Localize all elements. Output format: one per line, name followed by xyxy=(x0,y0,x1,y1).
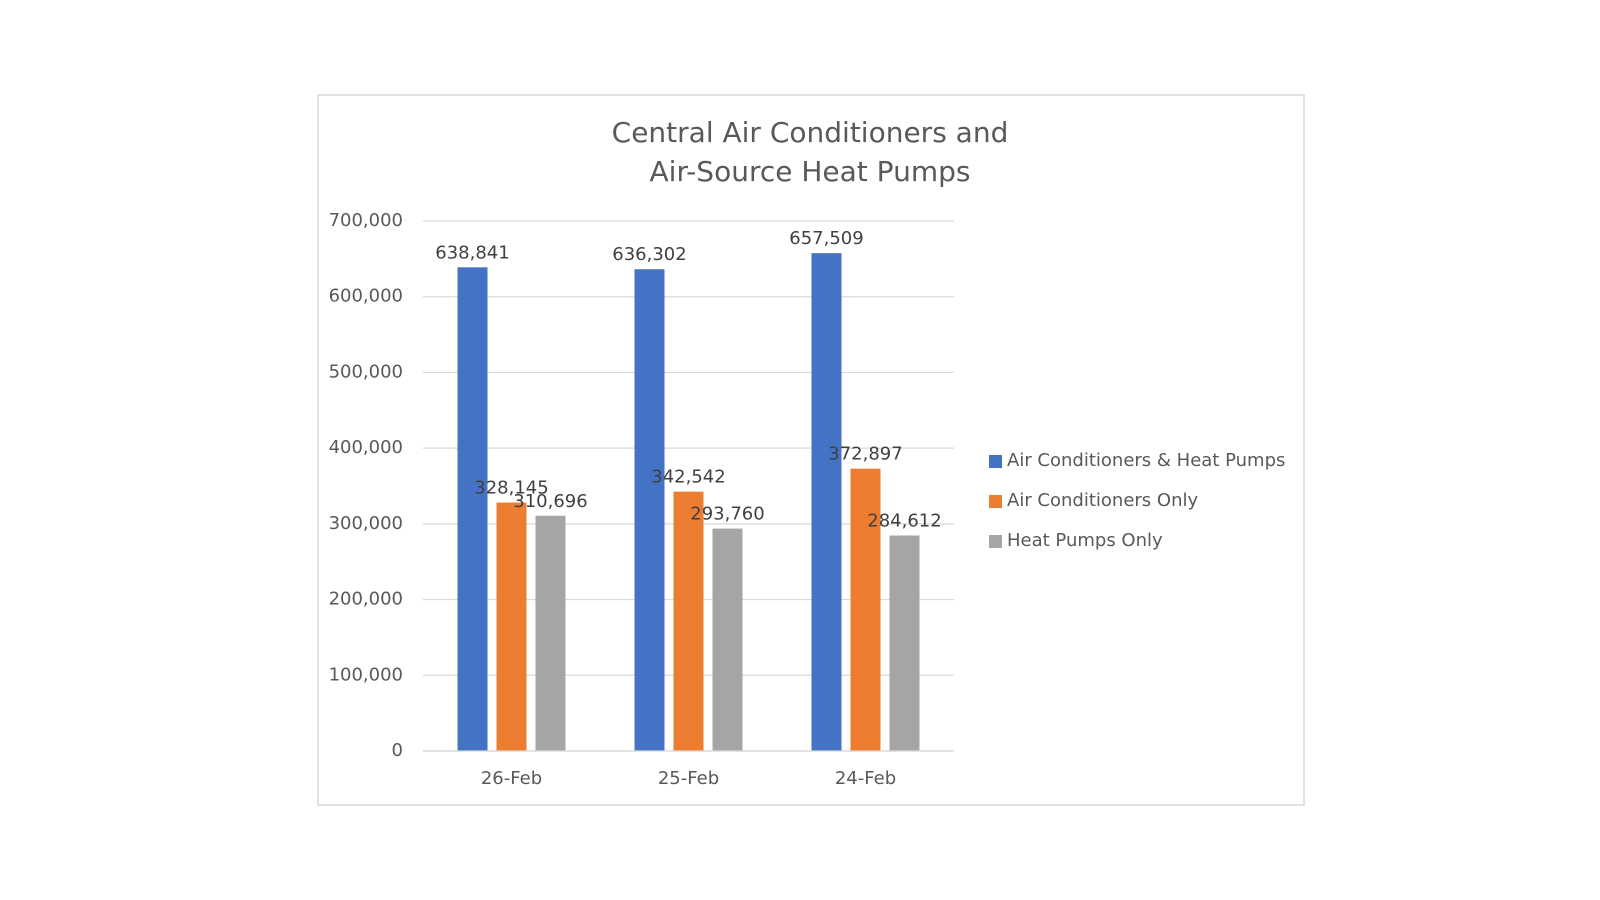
y-tick-label: 400,000 xyxy=(329,437,403,458)
data-label: 638,841 xyxy=(435,242,509,263)
data-label: 284,612 xyxy=(867,511,941,532)
y-tick-label: 200,000 xyxy=(329,589,403,610)
legend-label: Heat Pumps Only xyxy=(1007,530,1163,551)
bar xyxy=(535,515,566,751)
data-label: 342,542 xyxy=(651,467,725,488)
bar xyxy=(712,528,743,751)
data-label: 328,145 xyxy=(474,478,548,499)
bar xyxy=(496,502,527,751)
chart-title: Central Air Conditioners and xyxy=(612,116,1009,149)
data-label: 636,302 xyxy=(612,244,686,265)
bar xyxy=(811,253,842,751)
bar xyxy=(673,491,704,751)
legend-swatch xyxy=(989,495,1002,508)
chart-title: Air-Source Heat Pumps xyxy=(650,155,971,188)
y-tick-label: 500,000 xyxy=(329,361,403,382)
y-tick-label: 0 xyxy=(392,740,403,761)
data-label: 372,897 xyxy=(828,444,902,465)
data-label: 310,696 xyxy=(513,491,587,512)
bar xyxy=(889,535,920,751)
bar xyxy=(634,269,665,751)
x-tick-label: 26-Feb xyxy=(481,768,542,789)
y-tick-label: 100,000 xyxy=(329,664,403,685)
y-tick-label: 700,000 xyxy=(329,210,403,231)
legend-swatch xyxy=(989,455,1002,468)
legend-label: Air Conditioners Only xyxy=(1007,490,1198,511)
legend-swatch xyxy=(989,535,1002,548)
data-label: 657,509 xyxy=(789,228,863,249)
legend-label: Air Conditioners & Heat Pumps xyxy=(1007,450,1285,471)
bar xyxy=(850,468,881,751)
data-label: 293,760 xyxy=(690,504,764,525)
x-tick-label: 25-Feb xyxy=(658,768,719,789)
x-tick-label: 24-Feb xyxy=(835,768,896,789)
y-tick-label: 600,000 xyxy=(329,286,403,307)
y-tick-label: 300,000 xyxy=(329,513,403,534)
bar xyxy=(457,267,488,751)
